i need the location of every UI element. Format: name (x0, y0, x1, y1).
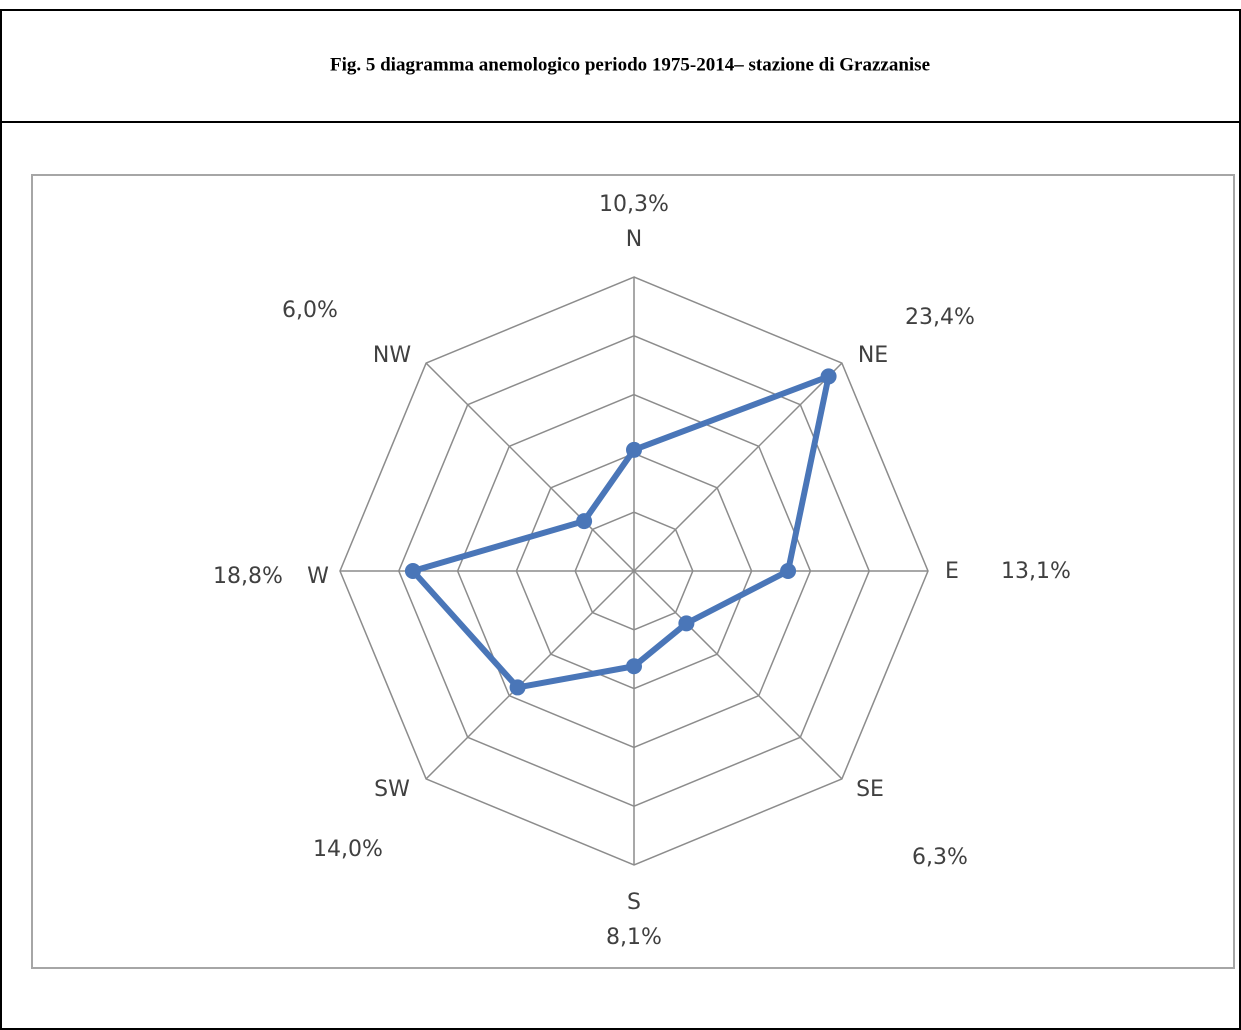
category-label: S (627, 890, 641, 915)
value-label: 6,0% (282, 298, 338, 323)
value-label: 6,3% (912, 845, 968, 870)
data-point (509, 679, 526, 696)
category-label: E (945, 559, 959, 584)
category-label: SE (856, 777, 884, 802)
value-label: 10,3% (599, 192, 669, 217)
value-label: 23,4% (905, 305, 975, 330)
category-label: NW (373, 343, 411, 368)
spoke (633, 362, 843, 572)
data-point (678, 615, 695, 632)
data-point (626, 441, 642, 458)
value-label: 8,1% (606, 925, 662, 950)
data-point (576, 513, 593, 530)
category-label: N (626, 227, 642, 252)
value-label: 13,1% (1001, 559, 1071, 584)
data-point (404, 563, 421, 579)
data-point (820, 368, 837, 385)
value-label: 14,0% (313, 837, 383, 862)
data-point (626, 658, 642, 675)
spoke (425, 362, 635, 572)
data-point (780, 563, 797, 579)
category-label: SW (374, 777, 410, 802)
spoke (425, 570, 635, 780)
spoke (633, 570, 843, 780)
category-label: W (307, 564, 329, 589)
chart-title: Fig. 5 diagramma anemologico periodo 197… (330, 54, 930, 75)
value-label: 18,8% (213, 564, 283, 589)
table-border (0, 9, 1241, 1030)
category-label: NE (858, 343, 888, 368)
